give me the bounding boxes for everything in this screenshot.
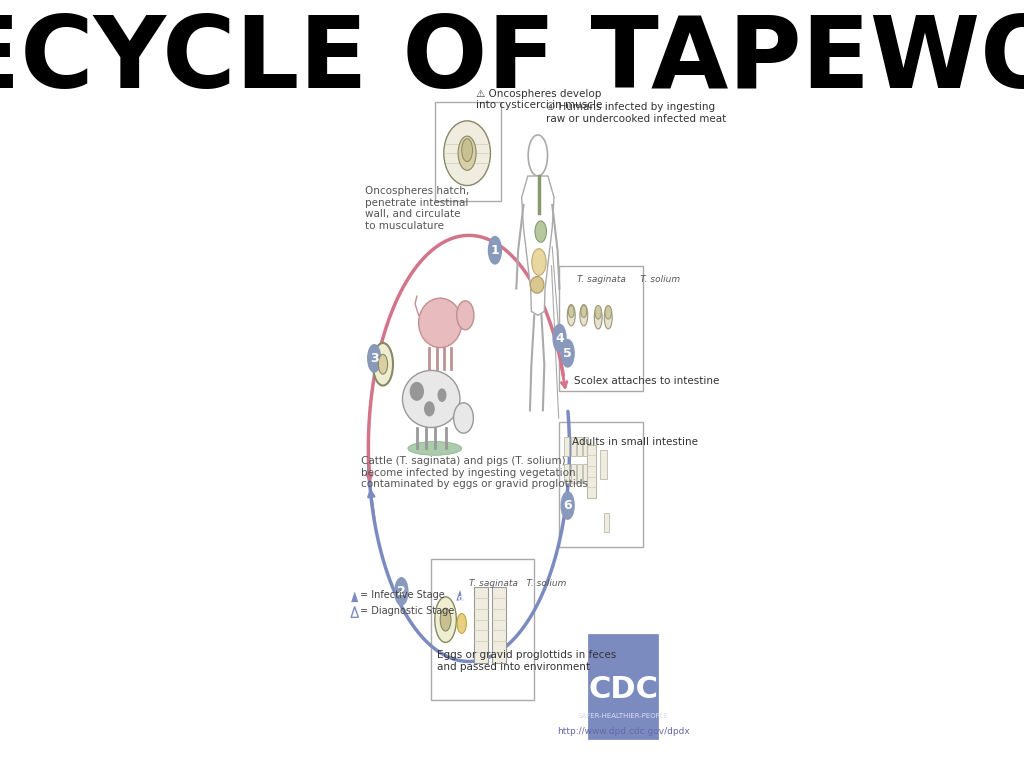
Text: 3: 3 (370, 352, 379, 365)
FancyBboxPatch shape (564, 437, 569, 456)
Text: = Diagnostic Stage: = Diagnostic Stage (360, 606, 455, 616)
FancyBboxPatch shape (435, 102, 501, 201)
Text: T. saginata     T. solium: T. saginata T. solium (577, 275, 680, 284)
Ellipse shape (437, 389, 446, 402)
Ellipse shape (535, 221, 547, 242)
Circle shape (373, 343, 393, 386)
FancyBboxPatch shape (577, 464, 582, 482)
Ellipse shape (424, 401, 435, 416)
Circle shape (440, 608, 451, 631)
FancyBboxPatch shape (493, 587, 506, 663)
Text: T. saginata   T. solium: T. saginata T. solium (469, 579, 566, 588)
FancyBboxPatch shape (577, 437, 582, 456)
Circle shape (553, 324, 566, 352)
FancyBboxPatch shape (584, 464, 589, 482)
Circle shape (462, 139, 472, 161)
Circle shape (561, 339, 574, 367)
Text: 4: 4 (555, 332, 564, 345)
Text: Scolex attaches to intestine: Scolex attaches to intestine (573, 376, 719, 386)
Circle shape (435, 597, 457, 643)
Ellipse shape (580, 305, 588, 326)
FancyBboxPatch shape (588, 445, 596, 498)
Circle shape (528, 135, 548, 176)
Ellipse shape (458, 136, 476, 170)
FancyBboxPatch shape (431, 559, 534, 700)
FancyBboxPatch shape (474, 587, 488, 663)
Ellipse shape (531, 249, 546, 275)
Text: d: d (457, 594, 463, 603)
Ellipse shape (530, 276, 544, 293)
Ellipse shape (457, 301, 474, 329)
Text: SAFER-HEALTHIER-PEOPLE: SAFER-HEALTHIER-PEOPLE (578, 713, 669, 720)
Text: Adults in small intestine: Adults in small intestine (572, 437, 698, 447)
Text: LIFECYCLE OF TAPEWORM: LIFECYCLE OF TAPEWORM (0, 12, 1024, 109)
Text: 1: 1 (490, 243, 500, 257)
Text: 2: 2 (397, 585, 406, 598)
FancyBboxPatch shape (559, 266, 643, 392)
FancyBboxPatch shape (570, 464, 575, 482)
Text: 5: 5 (563, 347, 572, 360)
Text: ④ Humans infected by ingesting
raw or undercooked infected meat: ④ Humans infected by ingesting raw or un… (546, 102, 726, 124)
Circle shape (395, 578, 408, 605)
FancyBboxPatch shape (564, 464, 569, 482)
Circle shape (595, 306, 601, 319)
Text: = Infective Stage: = Infective Stage (360, 590, 445, 600)
Circle shape (378, 354, 388, 374)
Text: Cattle (T. saginata) and pigs (T. solium)
become infected by ingesting vegetatio: Cattle (T. saginata) and pigs (T. solium… (361, 456, 588, 489)
FancyBboxPatch shape (603, 513, 609, 532)
Ellipse shape (594, 306, 602, 329)
Ellipse shape (402, 370, 460, 428)
Polygon shape (351, 591, 358, 602)
FancyBboxPatch shape (600, 450, 607, 479)
Ellipse shape (567, 305, 575, 326)
Circle shape (368, 345, 381, 372)
FancyBboxPatch shape (570, 437, 575, 456)
FancyBboxPatch shape (584, 437, 589, 456)
Ellipse shape (410, 382, 424, 401)
Text: ⚠ Oncospheres develop
into cysticerci in muscle: ⚠ Oncospheres develop into cysticerci in… (476, 88, 602, 110)
Ellipse shape (454, 402, 473, 433)
Circle shape (561, 492, 574, 519)
Ellipse shape (443, 121, 490, 186)
Ellipse shape (604, 306, 612, 329)
FancyBboxPatch shape (559, 422, 643, 548)
Circle shape (457, 614, 466, 634)
Text: CDC: CDC (589, 675, 658, 704)
Circle shape (568, 306, 574, 317)
Text: Eggs or gravid proglottids in feces
and passed into environment: Eggs or gravid proglottids in feces and … (436, 650, 615, 672)
Ellipse shape (419, 298, 462, 348)
Text: Oncospheres hatch,
penetrate intestinal
wall, and circulate
to musculature: Oncospheres hatch, penetrate intestinal … (365, 186, 469, 230)
Text: http://www.dpd.cdc.gov/dpdx: http://www.dpd.cdc.gov/dpdx (557, 727, 690, 736)
Polygon shape (457, 590, 464, 601)
Circle shape (605, 306, 611, 319)
Circle shape (581, 306, 587, 317)
Ellipse shape (408, 442, 462, 455)
Polygon shape (521, 176, 554, 316)
FancyBboxPatch shape (589, 635, 657, 737)
Circle shape (488, 237, 502, 264)
Text: 6: 6 (563, 499, 572, 512)
